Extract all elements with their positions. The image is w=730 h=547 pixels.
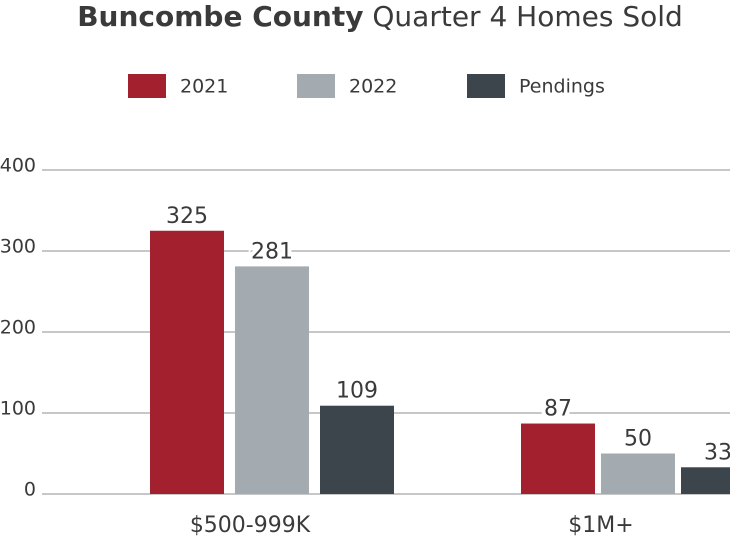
y-tick-label: 300 [0,236,36,258]
bar [521,423,595,494]
value-label: 109 [336,379,378,404]
bar [601,453,675,494]
title-bold: Buncombe County [77,0,363,33]
bar [150,230,224,494]
title-rest: Quarter 4 Homes Sold [372,0,682,33]
bar [235,266,309,494]
x-tick-label: $1M+ [568,513,633,538]
y-tick-label: 100 [0,398,36,420]
value-label: 281 [251,239,293,264]
bar [681,467,730,494]
y-tick-label: 200 [0,317,36,339]
legend-label: Pendings [519,76,605,98]
legend-label: 2022 [349,76,397,98]
legend-swatch [297,74,335,98]
value-label: 87 [544,397,572,422]
value-label: 33 [704,440,730,465]
value-label: 325 [166,204,208,229]
y-tick-label: 0 [24,479,36,501]
bar [320,405,394,494]
x-tick-label: $500-999K [190,513,311,538]
legend-swatch [467,74,505,98]
legend-swatch [128,74,166,98]
legend-label: 2021 [180,76,228,98]
y-tick-label: 400 [0,155,36,177]
value-label: 50 [624,427,652,452]
chart-title: Buncombe County Quarter 4 Homes Sold [77,0,683,33]
